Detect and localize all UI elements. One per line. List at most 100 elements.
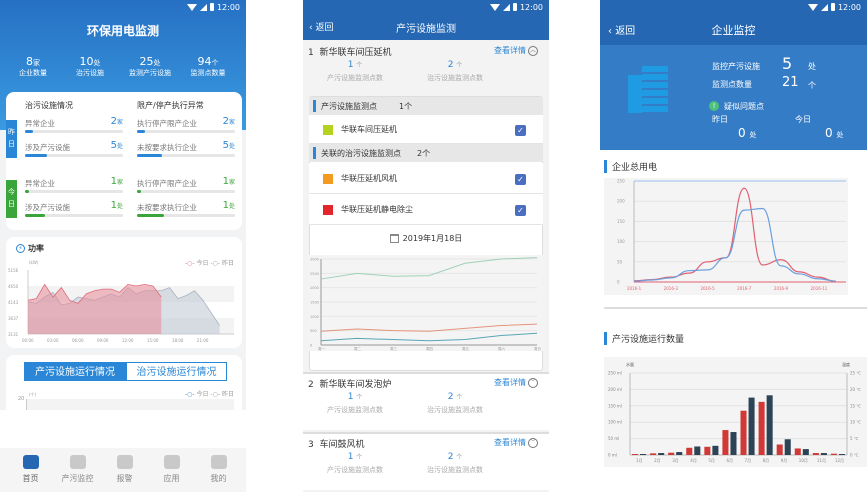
y-tick-right: 5 ℃ — [850, 436, 859, 441]
enterprise-screen: 12:00 ‹ 返回 企业监控 监控产污设施 5 处 监测点数量 21 个 ! … — [600, 0, 867, 492]
nav-monitor[interactable]: 产污监控 — [55, 455, 100, 484]
value: 1 — [347, 392, 354, 402]
calendar-icon — [389, 234, 399, 243]
home-screen: 12:00 环保用电监测 治污设施情况 限产/停产执行异常 昨日 今日 ⚡ 功率… — [0, 0, 246, 492]
x-tick-label: 周四 — [426, 346, 434, 351]
today-metric[interactable]: 执行停产限产企业 1家 — [137, 176, 235, 194]
production-count: 1 个 — [305, 452, 405, 462]
nav-apps[interactable]: 应用 — [149, 455, 194, 484]
checkbox-checked[interactable]: ✓ — [515, 204, 526, 216]
x-tick-label: 周二 — [354, 346, 362, 351]
bar-left — [722, 430, 729, 455]
y-tick-label: 2500 — [310, 272, 319, 276]
view-details-button[interactable]: 查看详情 ﹀ — [494, 377, 538, 388]
section-count: 1个 — [399, 101, 413, 111]
metric-label: 执行停产限产企业 — [137, 119, 197, 128]
clock: 12:00 — [519, 2, 543, 12]
production-count-label: 产污设施监测点数 — [327, 406, 383, 414]
bar-right — [784, 439, 791, 455]
stat-value: 10 — [79, 55, 94, 68]
nav-label: 产污监控 — [61, 474, 94, 483]
y-tick-left: 150 ml — [608, 403, 622, 408]
bar-right — [730, 432, 737, 455]
right-header: 限产/停产执行异常 — [137, 101, 204, 110]
stat-label: 治污设施 — [76, 69, 104, 77]
yesterday-metric[interactable]: 涉及产污设施 5处 — [25, 140, 123, 158]
nav-home[interactable]: 首页 — [8, 455, 53, 484]
item-card-bg — [303, 372, 549, 430]
yesterday-metric[interactable]: 未按要求执行企业 5处 — [137, 140, 235, 158]
back-label: 返回 — [315, 23, 334, 33]
monitor-point-row[interactable]: 华联车间压延机 ✓ — [309, 115, 543, 144]
page-title: 环保用电监测 — [86, 24, 159, 38]
date-picker[interactable]: 2019年1月18日 — [309, 233, 543, 244]
item-index: 1 — [308, 48, 314, 58]
metric-label: 异常企业 — [25, 179, 55, 188]
today-metric[interactable]: 异常企业 1家 — [25, 176, 123, 194]
status-bar: 12:00 — [186, 0, 240, 14]
nav-label: 应用 — [163, 474, 180, 483]
x-tick-label: 3月 — [672, 458, 679, 463]
back-button[interactable]: ‹ 返回 — [309, 23, 334, 33]
item-title: 1 新华联车间压延机 — [308, 45, 391, 58]
bar-left — [704, 446, 711, 455]
metric-value: 1处 — [223, 200, 235, 211]
signal-icon — [502, 3, 510, 11]
x-tick-label: 2016-3 — [664, 286, 679, 291]
metric-bar — [137, 130, 235, 133]
unit: 家 — [228, 179, 235, 186]
value: 5 — [222, 140, 229, 151]
nav-alarm[interactable]: 报警 — [102, 455, 147, 484]
treatment-count: 2 个 — [405, 60, 505, 70]
tab-treatment[interactable]: 治污设施运行情况 — [126, 362, 227, 381]
production-count: 1 个 — [305, 392, 405, 402]
metric-value: 1家 — [223, 176, 235, 187]
bar-right — [658, 453, 665, 455]
page-title: 产污设施监测 — [396, 24, 456, 35]
y-tick-label: 1500 — [310, 301, 319, 305]
yesterday-metric[interactable]: 执行停产限产企业 2家 — [137, 116, 235, 134]
back-label: 返回 — [615, 26, 636, 37]
x-tick-label: 11月 — [817, 458, 826, 463]
x-tick-label: 06:00 — [72, 338, 84, 343]
y-tick-left: 100 ml — [608, 420, 622, 425]
monitored-unit: 处 — [808, 62, 816, 71]
today-metric[interactable]: 涉及产污设施 1处 — [25, 200, 123, 218]
x-tick-label: 03:00 — [47, 338, 59, 343]
nav-profile[interactable]: 我的 — [196, 455, 241, 484]
checkbox-checked[interactable]: ✓ — [515, 124, 526, 136]
legend-yesterday: 昨日 — [221, 260, 234, 267]
y-tick-right: 15 ℃ — [850, 403, 861, 408]
stat-value: 8 — [26, 55, 33, 68]
y-tick-label: 0 — [310, 344, 312, 348]
item-index: 3 — [308, 440, 314, 450]
unit: 处 — [116, 143, 123, 150]
date-label: 2019年1月18日 — [402, 234, 463, 243]
monitor-point-row[interactable]: 华联压延机静电除尘 ✓ — [309, 194, 543, 225]
checkbox-checked[interactable]: ✓ — [515, 173, 526, 185]
x-tick-label: 10月 — [799, 458, 808, 463]
view-details-button[interactable]: 查看详情 ﹀ — [494, 437, 538, 448]
metric-value: 5处 — [223, 140, 235, 151]
treatment-count: 2 个 — [405, 452, 505, 462]
clock: 12:00 — [837, 2, 861, 12]
y-tick-label: 50 — [617, 259, 623, 264]
back-button[interactable]: ‹ 返回 — [608, 26, 636, 37]
tab-production[interactable]: 产污设施运行情况 — [24, 362, 126, 381]
unit: 处 — [116, 203, 123, 210]
metric-label: 未按要求执行企业 — [137, 203, 197, 212]
section-treatment-points: 关联的治污设施监测点 2个 — [309, 144, 543, 162]
value: 2 — [447, 60, 454, 70]
today-metric[interactable]: 未按要求执行企业 1处 — [137, 200, 235, 218]
legend-today: 今日 — [196, 391, 209, 398]
unit: 个 — [456, 394, 463, 401]
y-tick-label: 3637 — [8, 316, 19, 321]
view-details-button[interactable]: 查看详情 ︿ — [494, 45, 538, 56]
monitor-point-row[interactable]: 华联压延机风机 ✓ — [309, 163, 543, 194]
series-line-1 — [633, 207, 837, 282]
section-title: 产污设施监测点 — [321, 101, 377, 111]
value: 1 — [110, 176, 117, 187]
nav-label: 我的 — [210, 474, 227, 483]
yesterday-metric[interactable]: 异常企业 2家 — [25, 116, 123, 134]
x-tick-label: 8月 — [763, 458, 770, 463]
